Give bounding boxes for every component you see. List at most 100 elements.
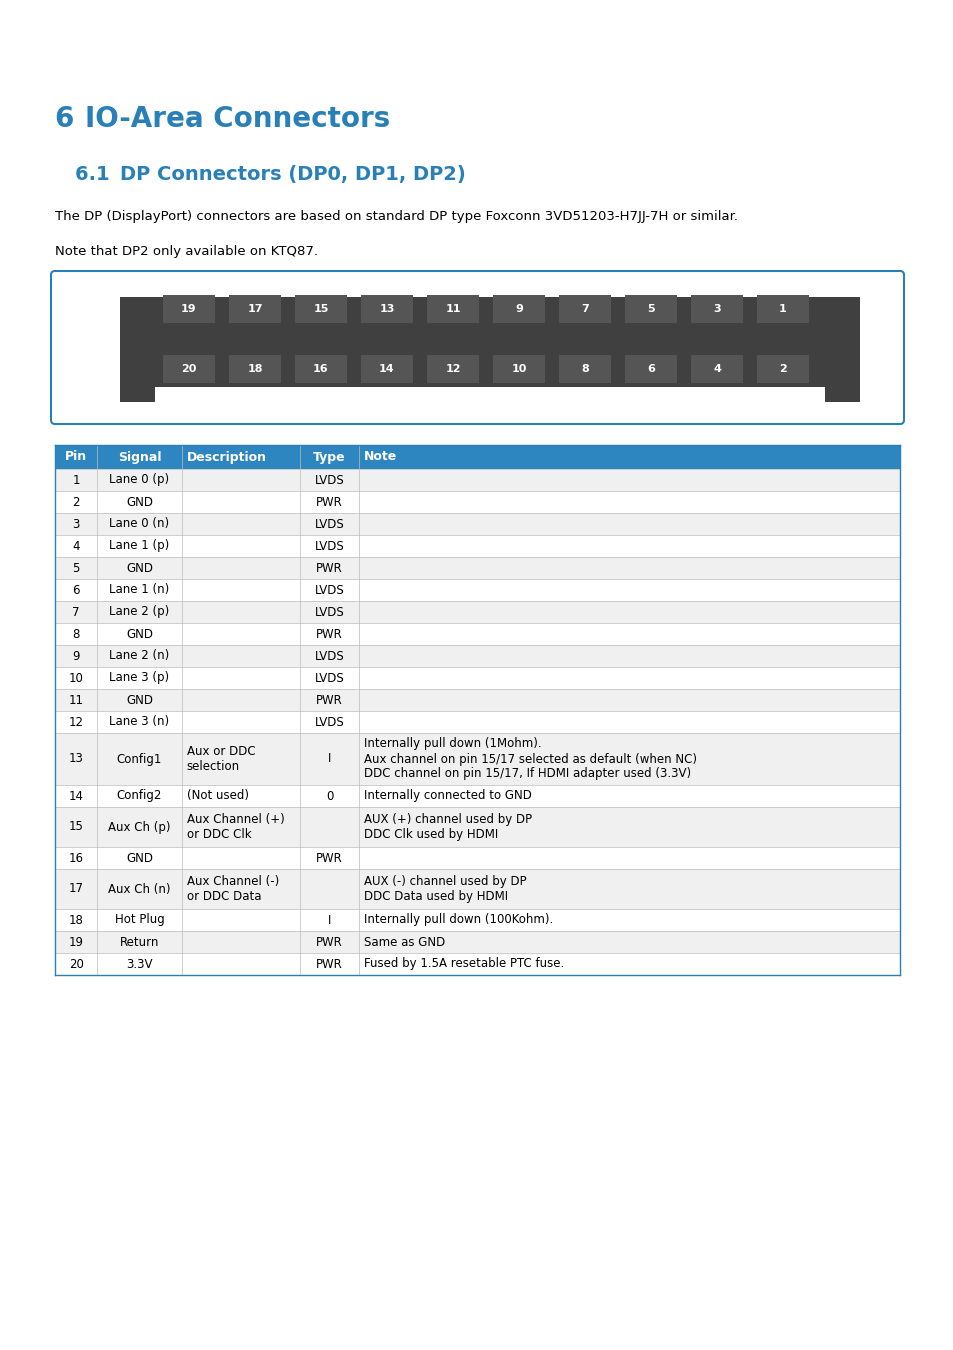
Bar xyxy=(55,931,899,953)
Text: 3.3V: 3.3V xyxy=(126,957,152,971)
Bar xyxy=(427,296,478,323)
Bar xyxy=(360,296,413,323)
Text: 18: 18 xyxy=(247,364,262,374)
Bar xyxy=(493,355,544,383)
Text: 8: 8 xyxy=(72,628,80,640)
Bar xyxy=(163,355,214,383)
Bar xyxy=(163,296,214,323)
Text: LVDS: LVDS xyxy=(314,671,344,684)
Bar xyxy=(55,711,899,733)
Text: Lane 1 (n): Lane 1 (n) xyxy=(110,583,170,597)
Text: PWR: PWR xyxy=(315,628,343,640)
Text: 14: 14 xyxy=(69,790,84,802)
Bar xyxy=(757,355,808,383)
Bar xyxy=(55,558,899,579)
Bar xyxy=(55,688,899,711)
Text: 6.1: 6.1 xyxy=(75,165,136,184)
Bar xyxy=(55,468,899,491)
Text: 9: 9 xyxy=(515,304,522,315)
Text: LVDS: LVDS xyxy=(314,540,344,552)
Text: AUX (+) channel used by DP
DDC Clk used by HDMI: AUX (+) channel used by DP DDC Clk used … xyxy=(364,813,532,841)
Text: 3: 3 xyxy=(72,517,80,531)
Text: Internally connected to GND: Internally connected to GND xyxy=(364,790,532,802)
Text: LVDS: LVDS xyxy=(314,517,344,531)
Text: Lane 1 (p): Lane 1 (p) xyxy=(110,540,170,552)
Text: LVDS: LVDS xyxy=(314,583,344,597)
Text: Hot Plug: Hot Plug xyxy=(114,914,164,926)
Text: Aux Ch (n): Aux Ch (n) xyxy=(108,883,171,895)
Bar xyxy=(824,297,859,402)
Text: IO-Area Connectors: IO-Area Connectors xyxy=(85,105,390,134)
Text: 6: 6 xyxy=(646,364,655,374)
Text: Lane 0 (p): Lane 0 (p) xyxy=(110,474,170,486)
Text: PWR: PWR xyxy=(315,957,343,971)
Text: 2: 2 xyxy=(779,364,786,374)
Text: 4: 4 xyxy=(712,364,720,374)
Text: PWR: PWR xyxy=(315,852,343,864)
Text: AUX (-) channel used by DP
DDC Data used by HDMI: AUX (-) channel used by DP DDC Data used… xyxy=(364,875,526,903)
Text: Description: Description xyxy=(187,451,267,463)
Bar xyxy=(55,869,899,909)
Text: I: I xyxy=(328,914,331,926)
Text: Aux Ch (p): Aux Ch (p) xyxy=(108,821,171,833)
Text: GND: GND xyxy=(126,852,152,864)
Text: 18: 18 xyxy=(69,914,84,926)
Text: 5: 5 xyxy=(646,304,654,315)
Text: Note: Note xyxy=(364,451,397,463)
Text: Type: Type xyxy=(313,451,346,463)
Bar xyxy=(120,297,154,402)
Text: 17: 17 xyxy=(69,883,84,895)
Bar xyxy=(55,733,899,784)
Text: 19: 19 xyxy=(69,936,84,949)
Bar xyxy=(493,296,544,323)
Text: Signal: Signal xyxy=(117,451,161,463)
Text: Lane 3 (p): Lane 3 (p) xyxy=(110,671,170,684)
Text: Page 33: Page 33 xyxy=(445,18,508,32)
Text: 7: 7 xyxy=(72,606,80,618)
Text: 7: 7 xyxy=(580,304,588,315)
Text: Aux Channel (+)
or DDC Clk: Aux Channel (+) or DDC Clk xyxy=(187,813,284,841)
Bar xyxy=(55,513,899,535)
Text: LVDS: LVDS xyxy=(314,649,344,663)
Text: GND: GND xyxy=(126,562,152,575)
Bar xyxy=(690,355,742,383)
Text: 3: 3 xyxy=(713,304,720,315)
Bar xyxy=(294,355,347,383)
Text: 6: 6 xyxy=(72,583,80,597)
Text: Internally pull down (1Mohm).
Aux channel on pin 15/17 selected as default (when: Internally pull down (1Mohm). Aux channe… xyxy=(364,737,697,780)
Text: GND: GND xyxy=(126,628,152,640)
Bar xyxy=(558,296,610,323)
Text: 15: 15 xyxy=(69,821,84,833)
Text: Lane 0 (n): Lane 0 (n) xyxy=(110,517,170,531)
Text: 15: 15 xyxy=(313,304,329,315)
Bar xyxy=(55,667,899,688)
Bar xyxy=(624,296,677,323)
Text: IO-Area Connectors: IO-Area Connectors xyxy=(723,18,877,32)
Text: Lane 2 (p): Lane 2 (p) xyxy=(110,606,170,618)
Text: 12: 12 xyxy=(445,364,460,374)
Text: Internally pull down (100Kohm).: Internally pull down (100Kohm). xyxy=(364,914,553,926)
Text: 20: 20 xyxy=(69,957,84,971)
Text: 11: 11 xyxy=(69,694,84,706)
Bar xyxy=(55,601,899,622)
Text: PWR: PWR xyxy=(315,562,343,575)
Text: Aux Channel (-)
or DDC Data: Aux Channel (-) or DDC Data xyxy=(187,875,278,903)
Text: 17: 17 xyxy=(247,304,262,315)
Bar xyxy=(55,953,899,975)
Text: 1: 1 xyxy=(779,304,786,315)
Text: DP Connectors (DP0, DP1, DP2): DP Connectors (DP0, DP1, DP2) xyxy=(120,165,465,184)
Text: 16: 16 xyxy=(313,364,329,374)
Text: KTD-N0882-H: KTD-N0882-H xyxy=(76,18,182,32)
Bar xyxy=(757,296,808,323)
Bar xyxy=(55,846,899,869)
Text: LVDS: LVDS xyxy=(314,716,344,729)
Bar xyxy=(229,296,281,323)
Bar xyxy=(55,909,899,931)
Text: 13: 13 xyxy=(379,304,395,315)
Text: 19: 19 xyxy=(181,304,196,315)
Text: 8: 8 xyxy=(580,364,588,374)
Bar xyxy=(55,535,899,558)
Bar xyxy=(229,355,281,383)
FancyBboxPatch shape xyxy=(51,271,903,424)
Text: 20: 20 xyxy=(181,364,196,374)
